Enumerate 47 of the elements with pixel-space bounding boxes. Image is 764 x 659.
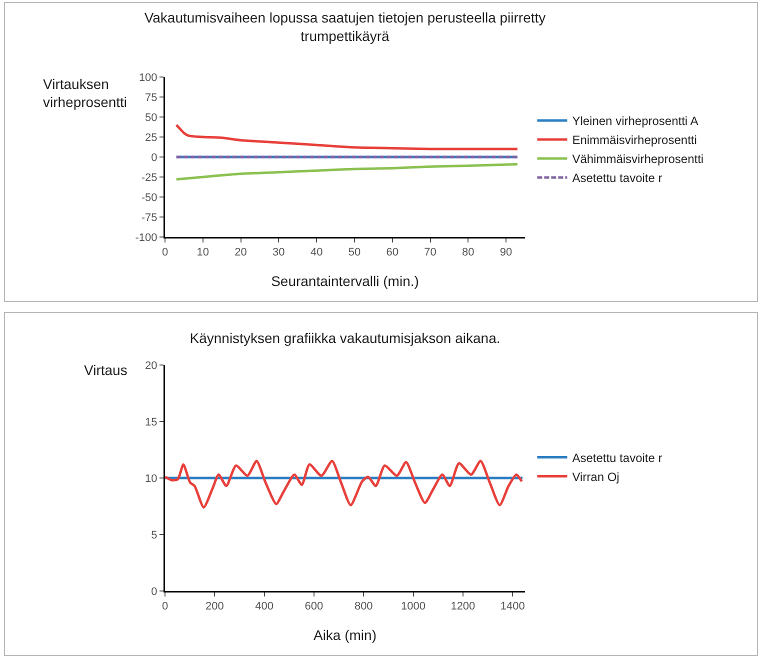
y-axis-title: Virtauksen virheprosentti (43, 76, 128, 110)
x-tick-label: 80 (462, 246, 474, 259)
y-tick-label: 50 (145, 112, 158, 124)
y-tick-label: 10 (145, 472, 158, 485)
x-tick-label: 20 (234, 246, 247, 259)
y-tick-label: -75 (141, 212, 158, 224)
x-tick-label: 90 (500, 246, 512, 259)
x-tick-label: 1200 (450, 600, 476, 613)
y-axis-title: Virtaus (84, 362, 128, 378)
x-tick-label: 1000 (401, 600, 426, 613)
x-tick-label: 200 (205, 600, 224, 613)
legend-label: Asetettu tavoite r (572, 450, 662, 465)
y-tick-label: -50 (141, 192, 158, 204)
legend-label: Asetettu tavoite r (572, 171, 662, 186)
x-tick-label: 600 (304, 600, 324, 613)
x-axis-title: Aika (min) (313, 626, 377, 643)
line-series (175, 124, 519, 150)
chart-title: Vakautumisvaiheen lopussa saatujen tietojen perusteella piirretty trumpettikäyrä (144, 10, 546, 44)
legend-label: Virran Oj (572, 470, 620, 484)
y-tick-label: -100 (135, 232, 158, 244)
y-tick-label: 5 (151, 529, 158, 542)
x-tick-label: 60 (386, 246, 398, 259)
x-tick-label: 800 (354, 600, 373, 613)
x-tick-label: 50 (348, 246, 361, 259)
x-axis-title: Seurantaintervalli (min.) (271, 272, 419, 289)
line-series (165, 460, 524, 509)
y-tick-label: 25 (145, 132, 158, 144)
y-tick-label: 20 (145, 360, 158, 372)
y-tick-label: 100 (138, 72, 158, 84)
x-tick-label: 400 (255, 600, 274, 613)
line-series (175, 162, 519, 181)
x-tick-label: 0 (162, 246, 168, 259)
y-tick-label: 15 (145, 416, 158, 428)
x-tick-label: 70 (424, 246, 436, 259)
y-tick-label: 75 (145, 92, 158, 104)
legend-label: Yleinen virheprosentti A (572, 114, 698, 128)
x-tick-label: 40 (310, 246, 323, 259)
legend-label: Enimmäisvirheprosentti (572, 133, 697, 148)
x-tick-label: 30 (272, 246, 285, 259)
y-tick-label: 0 (151, 152, 158, 164)
y-tick-label: 0 (151, 586, 158, 598)
legend-label: Vähimmäisvirheprosentti (572, 152, 704, 166)
chart-title: Käynnistyksen grafiikka vakautumisjakson aikana. (190, 330, 500, 346)
x-tick-label: 10 (196, 246, 210, 259)
x-tick-label: 1400 (500, 600, 525, 613)
y-tick-label: -25 (141, 172, 158, 184)
x-tick-label: 0 (162, 600, 168, 613)
